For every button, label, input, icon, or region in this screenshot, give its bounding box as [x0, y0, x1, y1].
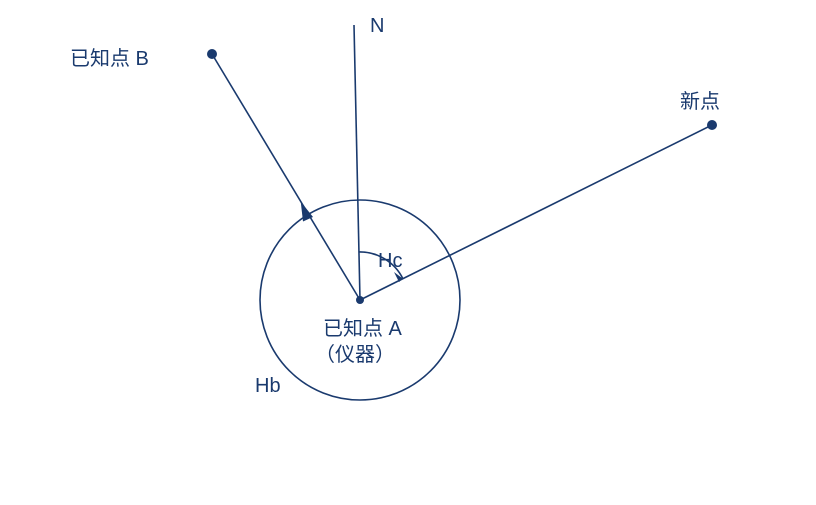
- new-point: [707, 120, 717, 130]
- label-north: N: [370, 15, 384, 38]
- label-point-b: 已知点 B: [70, 42, 149, 71]
- line-to-new-point: [360, 125, 712, 300]
- survey-diagram: N 已知点 B 新点 已知点 A （仪器） Hc Hb: [0, 0, 816, 500]
- label-hc: Hc: [378, 250, 402, 273]
- point-a: [356, 296, 364, 304]
- line-to-b: [212, 54, 360, 300]
- north-line: [354, 25, 360, 300]
- diagram-svg: [0, 0, 816, 500]
- point-b: [207, 49, 217, 59]
- label-hb: Hb: [255, 375, 281, 398]
- label-new-point: 新点: [680, 85, 720, 114]
- label-point-a-line1: 已知点 A: [323, 312, 402, 341]
- label-point-a-line2: （仪器）: [315, 338, 395, 367]
